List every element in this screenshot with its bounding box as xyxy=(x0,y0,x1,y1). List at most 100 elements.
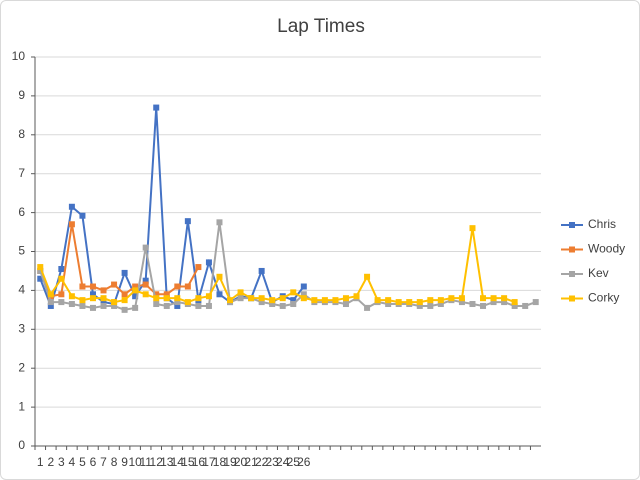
x-tick-label: 15 xyxy=(181,455,195,469)
data-point xyxy=(174,283,181,290)
x-tick-label: 1 xyxy=(37,455,44,469)
series-line xyxy=(39,224,200,298)
data-point xyxy=(258,299,265,306)
data-point xyxy=(184,299,191,306)
data-point xyxy=(89,304,96,311)
data-point xyxy=(132,287,139,294)
data-point xyxy=(89,291,96,298)
data-point xyxy=(216,219,223,226)
chart-title: Lap Times xyxy=(277,16,365,37)
data-point xyxy=(132,304,139,311)
data-point xyxy=(353,293,360,300)
data-point xyxy=(490,299,497,306)
x-tick-label: 13 xyxy=(160,455,174,469)
data-point xyxy=(58,291,65,298)
legend-swatch xyxy=(569,246,575,253)
data-point xyxy=(237,295,244,302)
data-point xyxy=(385,297,392,304)
data-point xyxy=(132,283,139,290)
data-point xyxy=(142,291,149,298)
data-point xyxy=(58,299,65,306)
data-point xyxy=(269,297,276,304)
data-point xyxy=(490,295,497,302)
data-point xyxy=(364,273,371,280)
data-point xyxy=(258,267,265,274)
y-tick-label: 3 xyxy=(18,321,25,335)
data-point xyxy=(501,295,508,302)
x-tick-label: 3 xyxy=(58,455,65,469)
data-point xyxy=(153,291,160,298)
data-point xyxy=(100,302,107,309)
data-point xyxy=(100,295,107,302)
data-point xyxy=(511,302,518,309)
data-point xyxy=(47,291,54,298)
data-point xyxy=(511,299,518,306)
x-tick-label: 18 xyxy=(213,455,227,469)
data-point xyxy=(385,301,392,308)
x-tick-label: 17 xyxy=(202,455,216,469)
data-point xyxy=(437,297,444,304)
x-tick-label: 2 xyxy=(47,455,54,469)
legend-swatch xyxy=(569,271,575,277)
data-point xyxy=(79,297,86,304)
data-point xyxy=(448,295,455,302)
x-tick-label: 5 xyxy=(79,455,86,469)
data-point xyxy=(227,297,234,304)
data-point xyxy=(174,299,181,306)
data-point xyxy=(174,295,181,302)
y-tick-label: 8 xyxy=(18,127,25,141)
y-tick-label: 5 xyxy=(18,244,25,258)
x-tick-label: 7 xyxy=(100,455,107,469)
data-point xyxy=(47,299,54,306)
data-point xyxy=(469,225,476,232)
x-tick-label: 12 xyxy=(150,455,164,469)
x-tick-label: 16 xyxy=(192,455,206,469)
x-tick-label: 14 xyxy=(171,455,185,469)
data-point xyxy=(79,283,86,290)
data-point xyxy=(121,297,128,304)
y-tick-label: 10 xyxy=(12,49,26,63)
data-point xyxy=(142,244,149,251)
data-point xyxy=(184,218,191,225)
data-point xyxy=(342,295,349,302)
data-point xyxy=(142,277,149,284)
data-point xyxy=(163,302,170,309)
x-tick-label: 10 xyxy=(128,455,142,469)
data-point xyxy=(364,304,371,311)
legend-label: Corky xyxy=(588,291,619,305)
x-tick-label: 20 xyxy=(234,455,248,469)
data-point xyxy=(427,297,434,304)
x-tick-label: 6 xyxy=(90,455,97,469)
y-tick-label: 4 xyxy=(18,283,25,297)
x-tick-label: 26 xyxy=(297,455,311,469)
data-point xyxy=(290,301,297,308)
data-point xyxy=(300,283,307,290)
data-point xyxy=(332,297,339,304)
legend-label: Chris xyxy=(588,217,616,231)
data-point xyxy=(163,295,170,302)
x-tick-label: 25 xyxy=(287,455,301,469)
data-point xyxy=(111,302,118,309)
data-point xyxy=(205,259,212,266)
data-point xyxy=(100,299,107,306)
y-tick-label: 0 xyxy=(18,438,25,452)
data-point xyxy=(132,293,139,300)
data-point xyxy=(532,299,539,306)
x-tick-label: 19 xyxy=(223,455,237,469)
data-point xyxy=(321,297,328,304)
data-point xyxy=(68,301,75,308)
data-point xyxy=(153,295,160,302)
x-tick-label: 11 xyxy=(139,455,152,469)
data-point xyxy=(279,295,286,302)
x-tick-label: 4 xyxy=(69,455,76,469)
data-point xyxy=(427,302,434,309)
data-point xyxy=(480,302,487,309)
data-point xyxy=(184,283,191,290)
data-point xyxy=(100,287,107,294)
data-point xyxy=(58,266,65,273)
data-point xyxy=(216,291,223,298)
x-tick-label: 8 xyxy=(111,455,118,469)
data-point xyxy=(205,293,212,300)
data-point xyxy=(58,275,65,282)
